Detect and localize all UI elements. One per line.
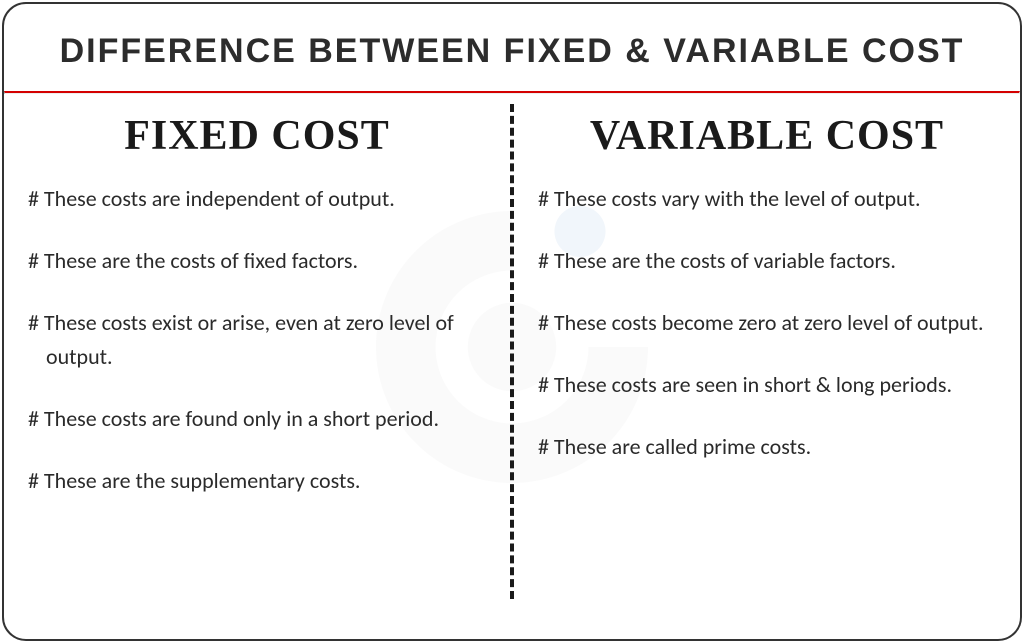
variable-point-1: # These costs vary with the level of out… (538, 182, 996, 216)
fixed-point-1: # These costs are independent of output. (28, 182, 486, 216)
main-title: DIFFERENCE BETWEEN FIXED & VARIABLE COST (4, 4, 1020, 91)
fixed-point-5: # These are the supplementary costs. (28, 464, 486, 498)
variable-cost-heading: VARIABLE COST (538, 112, 996, 160)
variable-point-4: # These costs are seen in short & long p… (538, 368, 996, 402)
variable-cost-points: # These costs vary with the level of out… (538, 182, 996, 464)
fixed-point-4: # These costs are found only in a short … (28, 402, 486, 436)
variable-cost-column: VARIABLE COST # These costs vary with th… (514, 94, 1020, 619)
fixed-point-2: # These are the costs of fixed factors. (28, 244, 486, 278)
variable-point-5: # These are called prime costs. (538, 430, 996, 464)
variable-point-2: # These are the costs of variable factor… (538, 244, 996, 278)
variable-point-3: # These costs become zero at zero level … (538, 306, 996, 340)
fixed-cost-heading: FIXED COST (28, 112, 486, 160)
fixed-point-3: # These costs exist or arise, even at ze… (28, 306, 486, 374)
fixed-cost-points: # These costs are independent of output.… (28, 182, 486, 499)
comparison-columns: FIXED COST # These costs are independent… (4, 94, 1020, 619)
fixed-cost-column: FIXED COST # These costs are independent… (4, 94, 510, 619)
card-frame: DIFFERENCE BETWEEN FIXED & VARIABLE COST… (2, 2, 1022, 641)
